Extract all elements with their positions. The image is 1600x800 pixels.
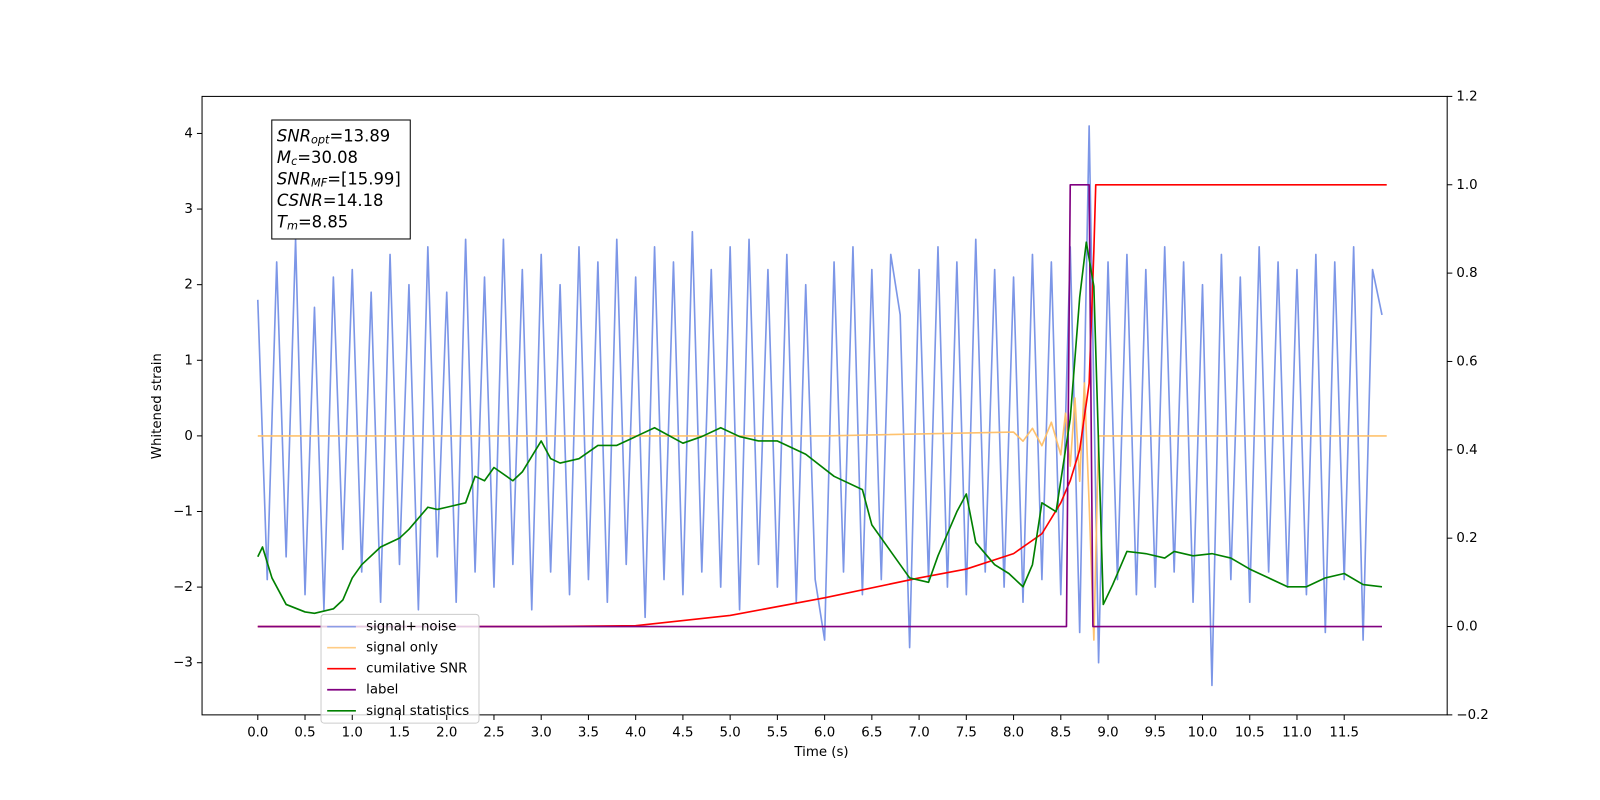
series-line: [257, 382, 1387, 641]
legend-label: signal statistics: [366, 704, 469, 719]
x-tick-label: 2.5: [483, 725, 504, 740]
x-tick-label: 6.5: [861, 725, 882, 740]
annotation-value: =[15.99]: [327, 169, 401, 188]
y2-tick-label: 0.6: [1456, 354, 1477, 369]
annotation-symbol: T: [277, 212, 289, 231]
x-tick-label: 3.0: [531, 725, 552, 740]
x-tick-label: 4.0: [625, 725, 646, 740]
x-tick-label: 1.0: [342, 725, 363, 740]
legend-label: label: [366, 683, 398, 698]
y-tick-label: −1: [173, 504, 193, 519]
y2-tick-label: 1.2: [1456, 89, 1477, 104]
y2-tick-label: 0.0: [1456, 620, 1477, 635]
annotation-value: =13.89: [329, 126, 390, 145]
x-tick-label: 0.0: [247, 725, 268, 740]
annotation-value: =14.18: [323, 191, 384, 210]
series-line: [257, 183, 1382, 628]
x-tick-label: 6.0: [814, 725, 835, 740]
annotation-symbol: SNR: [277, 169, 311, 188]
x-tick-label: 8.5: [1050, 725, 1071, 740]
annotation-subscript: opt: [311, 134, 330, 147]
x-tick-label: 1.5: [389, 725, 410, 740]
y-tick-label: −3: [173, 656, 193, 671]
x-tick-label: 3.5: [578, 725, 599, 740]
annotation-value: =30.08: [297, 147, 358, 166]
legend-frame: [320, 613, 480, 724]
annotation-subscript: m: [287, 220, 298, 233]
x-tick-label: 10.5: [1235, 725, 1265, 740]
y-tick-label: 3: [184, 202, 192, 217]
legend: signal+ noise signal only cumilative SNR la…: [320, 613, 480, 724]
annotation-line: Mc=30.08: [277, 147, 358, 168]
x-tick-label: 4.5: [672, 725, 693, 740]
annotation-symbol: SNR: [277, 126, 311, 145]
legend-label: cumilative SNR: [366, 662, 467, 677]
annotation-subscript: MF: [311, 177, 328, 190]
y2-tick-label: 0.4: [1456, 443, 1477, 458]
x-tick-label: 10.0: [1188, 725, 1218, 740]
annotation-line: SNRMF=[15.99]: [277, 169, 401, 190]
x-tick-label: 9.5: [1145, 725, 1166, 740]
y2-tick-label: 0.8: [1456, 266, 1477, 281]
series-line: [256, 125, 1383, 687]
x-tick-label: 8.0: [1003, 725, 1024, 740]
y-tick-label: 0: [184, 429, 192, 444]
annotation-subscript: c: [291, 155, 298, 168]
y2-tick-label: −0.2: [1456, 708, 1488, 723]
x-tick-label: 2.0: [436, 725, 457, 740]
y-tick-label: 1: [184, 353, 192, 368]
x-tick-label: 5.0: [720, 725, 741, 740]
annotation-value: =8.85: [298, 212, 348, 231]
y-tick-label: 4: [184, 126, 192, 141]
annotation-line: SNRopt=13.89: [277, 126, 390, 147]
annotation-symbol: M: [277, 147, 291, 166]
x-tick-label: 11.5: [1329, 725, 1359, 740]
annotation-symbol: CSNR: [277, 191, 323, 210]
y2-tick-label: 0.2: [1456, 531, 1477, 546]
plot-area: [256, 125, 1387, 687]
x-tick-label: 9.0: [1097, 725, 1118, 740]
x-tick-label: 0.5: [294, 725, 315, 740]
x-tick-label: 5.5: [767, 725, 788, 740]
annotation-line: CSNR=14.18: [277, 191, 384, 210]
y2-tick-label: 1.0: [1456, 178, 1477, 193]
x-tick-label: 7.5: [956, 725, 977, 740]
legend-label: signal only: [366, 641, 438, 656]
annotation-line: Tm=8.85: [277, 212, 348, 233]
x-tick-label: 11.0: [1282, 725, 1312, 740]
y-tick-label: 2: [184, 278, 192, 293]
series-line: [257, 183, 1387, 628]
legend-label: signal+ noise: [366, 620, 456, 635]
y-tick-label: −2: [173, 580, 193, 595]
x-axis-label: Time (s): [793, 745, 848, 760]
annotation-frame: [271, 119, 411, 240]
x-tick-label: 7.0: [908, 725, 929, 740]
y-axis-label: Whitened strain: [150, 353, 165, 459]
series-line: [257, 241, 1383, 615]
annotation-box: SNRopt=13.89Mc=30.08SNRMF=[15.99]CSNR=14…: [271, 119, 411, 240]
